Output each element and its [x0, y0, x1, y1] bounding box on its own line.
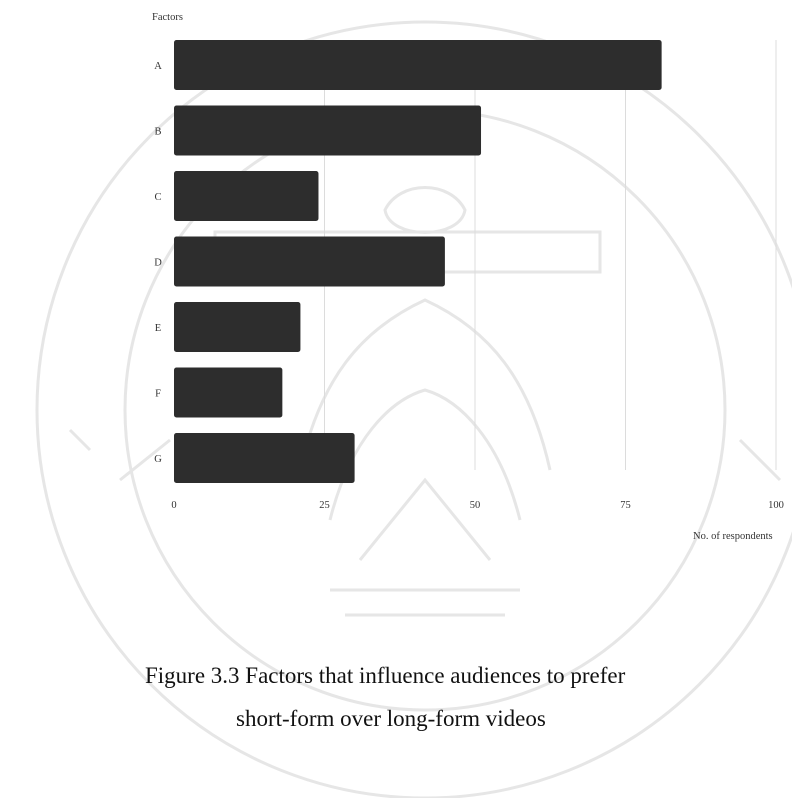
- category-label: C: [154, 192, 161, 203]
- category-label: F: [155, 389, 161, 400]
- category-label: A: [154, 61, 162, 72]
- x-axis-title: No. of respondents: [693, 531, 773, 542]
- category-label: G: [154, 454, 162, 465]
- category-label: E: [155, 323, 161, 334]
- y-axis-title: Factors: [152, 12, 183, 23]
- x-tick-label: 0: [171, 500, 176, 511]
- bar-g: [174, 433, 355, 483]
- bar-c: [174, 171, 319, 221]
- figure-caption-line-2: short-form over long-form videos: [236, 706, 546, 731]
- x-tick-label: 100: [768, 500, 784, 511]
- x-tick-label: 75: [620, 500, 631, 511]
- bar-e: [174, 302, 301, 352]
- bar-a: [174, 40, 662, 90]
- category-label: B: [154, 127, 161, 138]
- figure-caption-line-1: Figure 3.3 Factors that influence audien…: [145, 663, 626, 688]
- x-tick-label: 25: [319, 500, 330, 511]
- bar-b: [174, 105, 482, 156]
- bar-chart: Factors A B C D E F G 0 25 50 75 100 No. of respon…: [152, 12, 784, 542]
- bar-f: [174, 367, 283, 418]
- x-tick-label: 50: [470, 500, 481, 511]
- bar-d: [174, 236, 445, 287]
- category-label: D: [154, 258, 162, 269]
